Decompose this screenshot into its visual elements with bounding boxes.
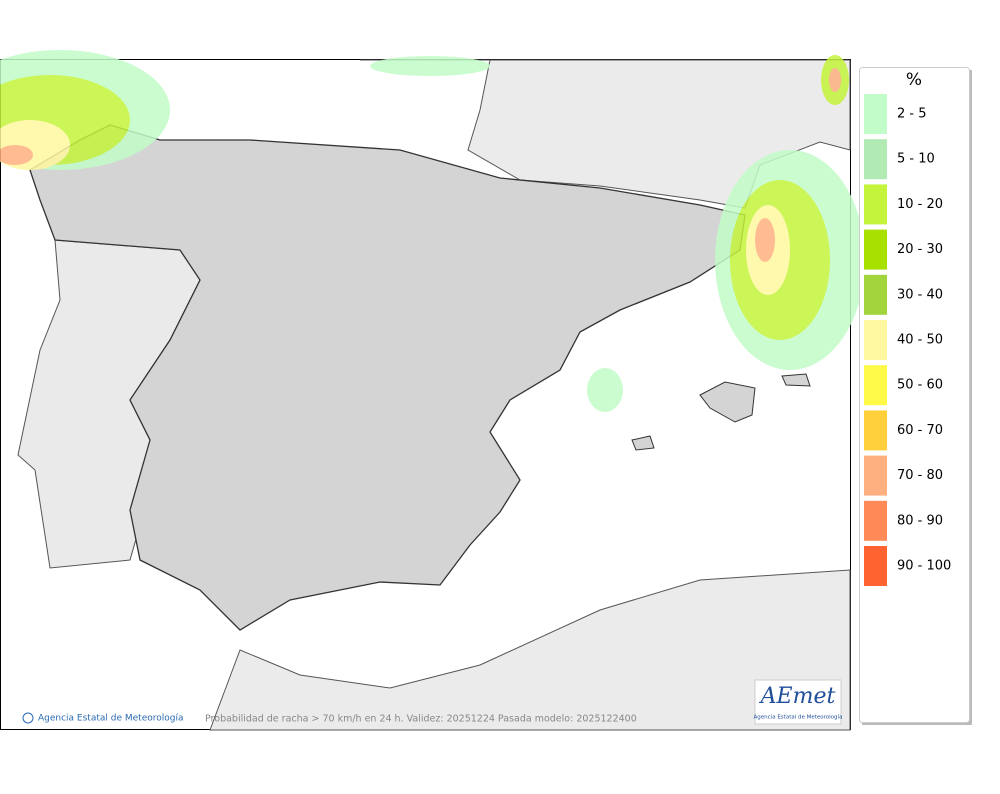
legend-swatch xyxy=(864,546,887,586)
legend: % 2 - 5 5 - 10 10 - 20 20 - 30 30 - 40 40 - 5… xyxy=(859,67,972,725)
africa xyxy=(209,569,851,731)
legend-swatch xyxy=(864,410,887,451)
logo-box xyxy=(754,679,842,725)
legend-label: 20 - 30 xyxy=(897,242,943,257)
legend-swatch xyxy=(864,94,887,134)
legend-swatch xyxy=(864,455,887,496)
legend-label: 40 - 50 xyxy=(897,333,943,348)
credit: Agencia Estatal de Meteorología xyxy=(38,714,184,724)
legend-swatch xyxy=(864,500,887,541)
legend-label: 80 - 90 xyxy=(897,513,943,528)
legend-label: 2 - 5 xyxy=(897,107,927,122)
spain xyxy=(29,124,746,631)
copyright-icon xyxy=(22,712,34,724)
logo: AEmet xyxy=(759,684,836,709)
logo-subtitle: Agencia Estatal de Meteorología xyxy=(754,714,843,721)
ibiza xyxy=(631,435,655,451)
caption: Probabilidad de racha > 70 km/h en 24 h.… xyxy=(205,714,637,725)
legend-label: 60 - 70 xyxy=(897,423,943,438)
legend-swatch xyxy=(864,274,887,315)
legend-label: 5 - 10 xyxy=(897,152,935,167)
legend-swatch xyxy=(864,365,887,406)
legend-label: 30 - 40 xyxy=(897,287,943,302)
legend-swatch xyxy=(864,229,887,270)
menorca xyxy=(781,373,811,387)
legend-swatch xyxy=(864,139,887,180)
probability-field xyxy=(0,50,865,412)
legend-label: 50 - 60 xyxy=(897,378,943,393)
legend-swatch xyxy=(864,184,887,225)
legend-title: % xyxy=(906,70,922,90)
mallorca xyxy=(699,381,756,423)
france xyxy=(360,59,851,209)
legend-swatch xyxy=(864,320,887,360)
legend-label: 90 - 100 xyxy=(897,559,951,574)
legend-label: 10 - 20 xyxy=(897,197,943,212)
map: Agencia Estatal de Meteorología Probabil… xyxy=(0,50,865,731)
legend-label: 70 - 80 xyxy=(897,468,943,483)
